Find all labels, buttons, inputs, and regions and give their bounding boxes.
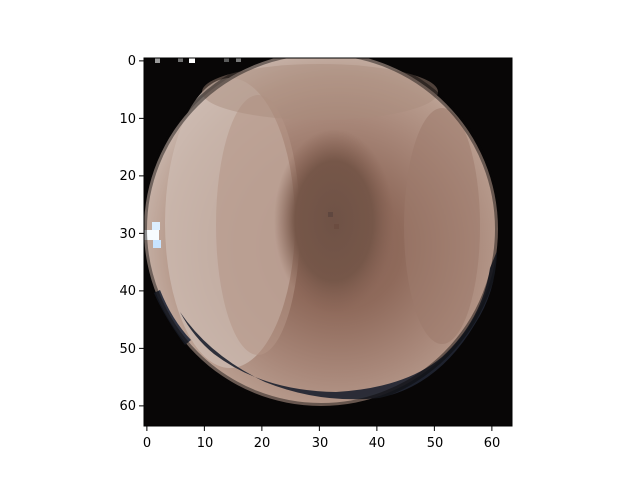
top-noise-pixels bbox=[155, 58, 241, 63]
left-lower-rim bbox=[154, 290, 191, 345]
y-tick-label: 20 bbox=[119, 169, 136, 184]
mid-band-left bbox=[216, 95, 300, 355]
plot-border bbox=[143, 57, 513, 427]
x-tick-label: 60 bbox=[484, 436, 501, 451]
center-dark-pixel-2 bbox=[334, 224, 339, 229]
y-tick-labels: 0 10 20 30 40 50 60 bbox=[119, 54, 136, 414]
y-tick-label: 50 bbox=[119, 342, 136, 357]
x-tick-label: 50 bbox=[427, 436, 444, 451]
axis-ticks bbox=[139, 60, 493, 431]
x-tick-label: 10 bbox=[197, 436, 214, 451]
bright-pixel-rim bbox=[144, 230, 159, 240]
planet-disc bbox=[144, 58, 501, 409]
mid-band-right bbox=[404, 108, 480, 344]
x-tick-label: 30 bbox=[312, 436, 329, 451]
bright-pixel-rim-2 bbox=[152, 222, 160, 230]
bright-pixel-rim-3 bbox=[153, 240, 161, 248]
x-tick-label: 20 bbox=[254, 436, 271, 451]
y-tick-label: 40 bbox=[119, 284, 136, 299]
y-tick-label: 30 bbox=[119, 227, 136, 242]
y-tick-label: 10 bbox=[119, 112, 136, 127]
y-tick-label: 0 bbox=[128, 54, 136, 69]
x-tick-label: 0 bbox=[143, 436, 151, 451]
center-dark-pixel-1 bbox=[328, 212, 333, 217]
y-tick-label: 60 bbox=[119, 399, 136, 414]
plot-area bbox=[143, 57, 513, 427]
planet-edge-shade bbox=[144, 58, 501, 409]
blue-rim-highlight bbox=[144, 120, 242, 350]
x-tick-label: 40 bbox=[369, 436, 386, 451]
center-dark-region bbox=[274, 129, 394, 313]
upper-rim-light bbox=[202, 64, 438, 120]
x-tick-labels: 0 10 20 30 40 50 60 bbox=[143, 436, 500, 451]
